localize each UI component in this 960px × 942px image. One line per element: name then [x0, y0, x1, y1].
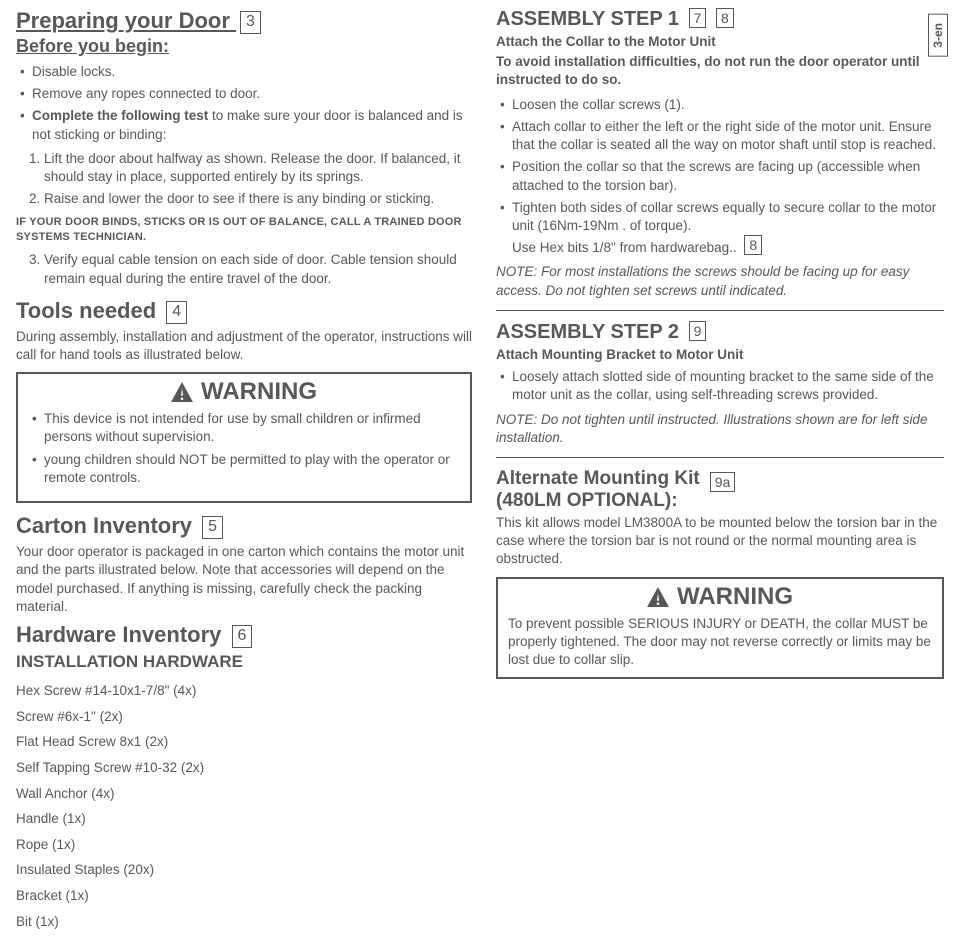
bullet: Loosen the collar screws (1).	[496, 96, 944, 114]
ref-box-8: 8	[716, 8, 734, 28]
warning-title: WARNING	[201, 378, 317, 406]
warning-body: To prevent possible SERIOUS INJURY or DE…	[508, 615, 932, 670]
ref-box-8-inline: 8	[744, 235, 762, 255]
bullet: young children should NOT be permitted t…	[28, 451, 460, 487]
hw-item: Wall Anchor (4x)	[16, 781, 472, 807]
hw-item: Screw #6x-1" (2x)	[16, 704, 472, 730]
warning-icon	[171, 382, 193, 402]
hw-item: Rope (1x)	[16, 832, 472, 858]
ref-box-9: 9	[689, 321, 707, 341]
asm1-lead: To avoid installation difficulties, do n…	[496, 53, 944, 89]
test-steps-cont: Verify equal cable tension on each side …	[16, 251, 472, 287]
hw-item: Insulated Staples (20x)	[16, 857, 472, 883]
ref-box-9a: 9a	[710, 472, 736, 492]
ref-box-7: 7	[689, 8, 707, 28]
tools-title: Tools needed	[16, 298, 156, 323]
page-tab: 3-en	[928, 14, 948, 57]
preparing-door-heading: Preparing your Door 3	[16, 8, 472, 34]
ref-box-4: 4	[166, 301, 187, 324]
asm1-b4b: Use Hex bits 1/8" from hardwarebag..	[512, 240, 737, 255]
warning-bullets: This device is not intended for use by s…	[28, 410, 460, 487]
alt-mounting-heading-b: (480LM OPTIONAL):	[496, 490, 700, 512]
warning-icon	[647, 587, 669, 607]
before-bullets: Disable locks. Remove any ropes connecte…	[16, 63, 472, 144]
bullet: Disable locks.	[16, 63, 472, 81]
hardware-list: Hex Screw #14-10x1-7/8" (4x) Screw #6x-1…	[16, 678, 472, 934]
asm2-bullets: Loosely attach slotted side of mounting …	[496, 368, 944, 404]
warning-box-2: WARNING To prevent possible SERIOUS INJU…	[496, 577, 944, 680]
bullet: Tighten both sides of collar screws equa…	[496, 199, 944, 258]
bullet: Position the collar so that the screws a…	[496, 158, 944, 194]
hw-item: Self Tapping Screw #10-32 (2x)	[16, 755, 472, 781]
ref-box-5: 5	[202, 516, 223, 539]
hw-item: Handle (1x)	[16, 806, 472, 832]
bullet: Attach collar to either the left or the …	[496, 118, 944, 154]
assembly-step-1-heading: ASSEMBLY STEP 1 7 8	[496, 8, 944, 31]
hw-item: Hex Screw #14-10x1-7/8" (4x)	[16, 678, 472, 704]
step: Raise and lower the door to see if there…	[44, 190, 472, 208]
asm2-note: NOTE: Do not tighten until instructed. I…	[496, 411, 944, 447]
warning-box-1: WARNING This device is not intended for …	[16, 372, 472, 503]
test-intro-bold: Complete the following test	[32, 108, 208, 123]
assembly-step-2-heading: ASSEMBLY STEP 2 9	[496, 321, 944, 344]
asm1-b4a: Tighten both sides of collar screws equa…	[512, 200, 936, 233]
asm2-sub: Attach Mounting Bracket to Motor Unit	[496, 346, 944, 364]
before-begin-heading: Before you begin:	[16, 36, 472, 57]
step: Lift the door about halfway as shown. Re…	[44, 150, 472, 186]
bullet: This device is not intended for use by s…	[28, 410, 460, 446]
alt-mounting-heading-a: Alternate Mounting Kit	[496, 468, 700, 490]
tools-heading: Tools needed 4	[16, 298, 472, 324]
hardware-heading: Hardware Inventory 6	[16, 622, 472, 648]
ref-box-6: 6	[232, 625, 253, 648]
test-steps: Lift the door about halfway as shown. Re…	[16, 150, 472, 209]
hw-item: Bit (1x)	[16, 909, 472, 935]
hardware-subheading: INSTALLATION HARDWARE	[16, 652, 472, 672]
carton-heading: Carton Inventory 5	[16, 513, 472, 539]
asm1-bullets: Loosen the collar screws (1). Attach col…	[496, 96, 944, 258]
right-column: ASSEMBLY STEP 1 7 8 Attach the Collar to…	[496, 8, 944, 934]
asm2-title: ASSEMBLY STEP 2	[496, 321, 679, 343]
bullet: Complete the following test to make sure…	[16, 107, 472, 143]
hw-item: Flat Head Screw 8x1 (2x)	[16, 729, 472, 755]
ref-box-3: 3	[240, 11, 261, 34]
bullet: Remove any ropes connected to door.	[16, 85, 472, 103]
warning-title: WARNING	[677, 583, 793, 611]
asm1-sub: Attach the Collar to the Motor Unit	[496, 33, 944, 51]
asm1-title: ASSEMBLY STEP 1	[496, 8, 679, 30]
asm1-note: NOTE: For most installations the screws …	[496, 263, 944, 299]
left-column: Preparing your Door 3 Before you begin: …	[16, 8, 472, 934]
alt-body: This kit allows model LM3800A to be moun…	[496, 514, 944, 569]
tools-body: During assembly, installation and adjust…	[16, 328, 472, 364]
carton-body: Your door operator is packaged in one ca…	[16, 543, 472, 616]
step: Verify equal cable tension on each side …	[44, 251, 472, 287]
divider	[496, 310, 944, 311]
binds-warning: IF YOUR DOOR BINDS, STICKS OR IS OUT OF …	[16, 215, 472, 246]
hardware-title: Hardware Inventory	[16, 622, 221, 647]
carton-title: Carton Inventory	[16, 513, 192, 538]
preparing-door-title: Preparing your Door	[16, 8, 230, 33]
divider	[496, 457, 944, 458]
warning-header: WARNING	[18, 374, 470, 408]
warning-header: WARNING	[498, 579, 942, 613]
bullet: Loosely attach slotted side of mounting …	[496, 368, 944, 404]
